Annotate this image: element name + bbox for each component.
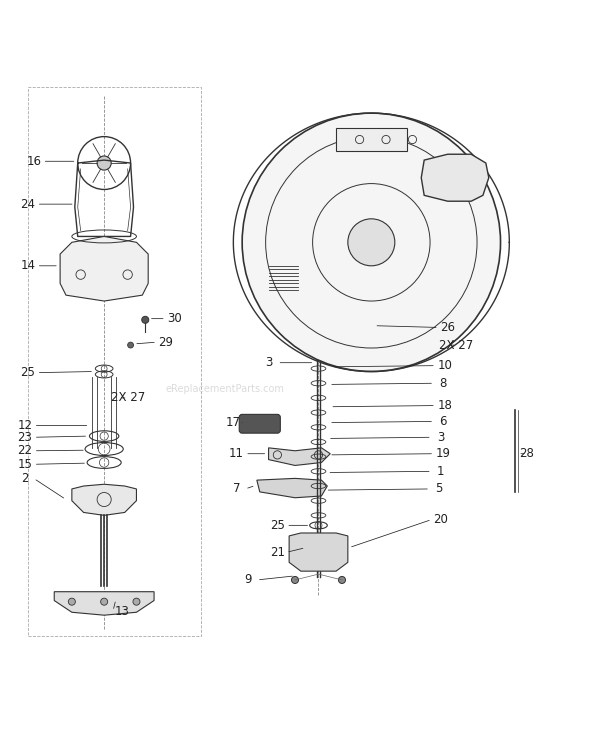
Text: 16: 16 (26, 155, 41, 168)
Polygon shape (342, 322, 374, 331)
Text: 13: 13 (114, 605, 129, 617)
Text: 8: 8 (440, 377, 447, 390)
Text: 1: 1 (437, 465, 444, 478)
Polygon shape (60, 236, 148, 301)
Circle shape (473, 179, 482, 188)
Text: 9: 9 (244, 574, 252, 586)
Text: 19: 19 (435, 447, 451, 460)
Text: 2X 27: 2X 27 (440, 339, 474, 351)
Text: 17: 17 (226, 416, 241, 429)
Circle shape (142, 317, 149, 323)
Text: 25: 25 (270, 519, 285, 532)
Text: 6: 6 (439, 415, 447, 428)
Text: 26: 26 (440, 321, 455, 334)
Circle shape (133, 598, 140, 606)
Polygon shape (268, 448, 330, 465)
Text: 15: 15 (18, 458, 32, 471)
Bar (304, 539, 333, 557)
Circle shape (449, 179, 458, 188)
Circle shape (97, 156, 111, 170)
Circle shape (101, 598, 108, 606)
Text: 21: 21 (270, 546, 285, 559)
Text: 3: 3 (265, 356, 272, 369)
Text: eReplacementParts.com: eReplacementParts.com (165, 384, 284, 394)
Circle shape (242, 113, 500, 371)
Text: 29: 29 (158, 336, 173, 348)
Text: 18: 18 (437, 399, 452, 412)
Circle shape (339, 577, 346, 583)
FancyBboxPatch shape (239, 415, 280, 433)
Polygon shape (421, 155, 489, 201)
Circle shape (461, 179, 470, 188)
Text: 24: 24 (20, 198, 35, 211)
Circle shape (449, 167, 458, 177)
Bar (28, 87, 201, 636)
Circle shape (127, 342, 133, 348)
Circle shape (68, 598, 76, 606)
Text: 11: 11 (229, 447, 244, 460)
Text: 20: 20 (433, 513, 448, 526)
Text: 2: 2 (21, 472, 29, 485)
Polygon shape (289, 533, 348, 571)
Text: 28: 28 (520, 447, 535, 460)
Polygon shape (257, 478, 327, 498)
Bar (311, 175, 323, 184)
Text: 5: 5 (435, 482, 442, 496)
Bar (336, 128, 407, 152)
Text: 22: 22 (17, 444, 32, 457)
Polygon shape (54, 591, 154, 615)
Circle shape (291, 577, 299, 583)
Text: 25: 25 (21, 366, 35, 379)
Text: 10: 10 (437, 359, 452, 372)
Text: 23: 23 (18, 431, 32, 444)
Text: 14: 14 (20, 259, 35, 272)
Text: 3: 3 (437, 431, 444, 444)
Text: 2X 27: 2X 27 (110, 392, 145, 404)
Text: 30: 30 (167, 312, 182, 325)
Circle shape (348, 219, 395, 266)
Circle shape (461, 167, 470, 177)
Text: 12: 12 (17, 419, 32, 432)
Text: 7: 7 (232, 482, 240, 496)
Polygon shape (72, 484, 136, 516)
Circle shape (473, 167, 482, 177)
